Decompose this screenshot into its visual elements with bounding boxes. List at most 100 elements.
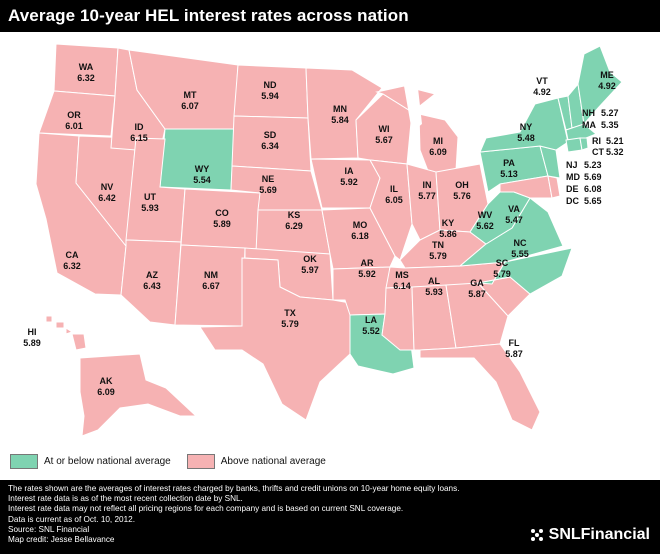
label-wy-name: WY [195, 164, 210, 174]
footer-line-3: Interest rate data may not reflect all p… [8, 504, 404, 514]
label-ne-rate: 5.69 [259, 185, 277, 195]
great-lakes [404, 86, 422, 132]
label-ga-name: GA [470, 278, 484, 288]
map-panel: WA 6.32 OR 6.01 ID 6.15 MT 6.07 WY 5.54 … [0, 32, 660, 480]
label-ne-name: NE [262, 174, 275, 184]
label-tx-name: TX [284, 308, 296, 318]
label-ok-name: OK [303, 254, 317, 264]
label-ms-name: MS [395, 270, 409, 280]
label-md-name: MD [566, 172, 580, 182]
label-tn-rate: 5.79 [429, 251, 447, 261]
label-fl-rate: 5.87 [505, 349, 523, 359]
legend-label-below: At or below national average [44, 455, 171, 467]
label-al-name: AL [428, 276, 440, 286]
brand-text: SNLFinancial [548, 526, 650, 543]
label-nh-name: NH [582, 108, 595, 118]
label-co-rate: 5.89 [213, 219, 231, 229]
legend-swatch-below [10, 453, 38, 469]
label-fl-name: FL [509, 338, 520, 348]
state-hi [45, 315, 87, 351]
label-sc-rate: 5.79 [493, 269, 511, 279]
footer-line-6: Map credit: Jesse Bellavance [8, 535, 115, 545]
label-nj-rate: 5.23 [584, 160, 602, 170]
label-mo-rate: 6.18 [351, 231, 369, 241]
label-mt-rate: 6.07 [181, 101, 199, 111]
state-nc [477, 247, 573, 295]
label-ri-name: RI [592, 136, 601, 146]
footer-line-5: Source: SNL Financial [8, 524, 90, 534]
state-in [406, 163, 441, 241]
title-bar: Average 10-year HEL interest rates acros… [0, 0, 660, 32]
label-tx-rate: 5.79 [281, 319, 299, 329]
legend-item-above: Above national average [186, 453, 326, 469]
snl-logo-icon [530, 529, 543, 541]
label-va-rate: 5.47 [505, 215, 523, 225]
label-va-name: VA [508, 204, 520, 214]
label-ar-name: AR [361, 258, 374, 268]
state-ak [79, 353, 198, 437]
label-in-rate: 5.77 [418, 191, 436, 201]
label-ca-name: CA [66, 250, 79, 260]
label-or-rate: 6.01 [65, 121, 83, 131]
label-nd-name: ND [264, 80, 277, 90]
label-nh-rate: 5.27 [601, 108, 619, 118]
label-wa-name: WA [79, 62, 94, 72]
label-sc-name: SC [496, 258, 509, 268]
label-ks-rate: 6.29 [285, 221, 303, 231]
label-il-rate: 6.05 [385, 195, 403, 205]
label-de-rate: 6.08 [584, 184, 602, 194]
label-oh-rate: 5.76 [453, 191, 471, 201]
label-me-name: ME [600, 70, 614, 80]
label-nd-rate: 5.94 [261, 91, 279, 101]
label-hi-name: HI [28, 327, 37, 337]
label-wv-name: WV [478, 210, 493, 220]
state-ct [565, 137, 583, 153]
footer-notes: The rates shown are the averages of inte… [8, 484, 528, 545]
label-vt-rate: 4.92 [533, 87, 551, 97]
label-mn-rate: 5.84 [331, 115, 349, 125]
footer-line-2: Interest rate data is as of the most rec… [8, 494, 243, 504]
label-wa-rate: 6.32 [77, 73, 95, 83]
label-ny-name: NY [520, 122, 533, 132]
label-tn-name: TN [432, 240, 444, 250]
label-wi-name: WI [379, 124, 390, 134]
label-ak-rate: 6.09 [97, 387, 115, 397]
label-ma-rate: 5.35 [601, 120, 619, 130]
labels: WA 6.32 OR 6.01 ID 6.15 MT 6.07 WY 5.54 … [23, 62, 623, 397]
legend-label-above: Above national average [220, 455, 326, 467]
label-pa-name: PA [503, 158, 515, 168]
label-pa-rate: 5.13 [500, 169, 518, 179]
label-nv-name: NV [101, 182, 114, 192]
label-mi-rate: 6.09 [429, 147, 447, 157]
label-az-rate: 6.43 [143, 281, 161, 291]
legend-item-below: At or below national average [10, 453, 171, 469]
label-ks-name: KS [288, 210, 301, 220]
state-me [577, 45, 623, 126]
label-ky-name: KY [442, 218, 455, 228]
label-vt-name: VT [536, 76, 548, 86]
label-mn-name: MN [333, 104, 347, 114]
label-dc-name: DC [566, 196, 579, 206]
state-ri [579, 137, 589, 151]
label-wv-rate: 5.62 [476, 221, 494, 231]
label-me-rate: 4.92 [598, 81, 616, 91]
label-dc-rate: 5.65 [584, 196, 602, 206]
label-ut-name: UT [144, 192, 156, 202]
label-ma-name: MA [582, 120, 596, 130]
legend: At or below national average Above natio… [10, 452, 326, 470]
state-mi-upper [375, 85, 437, 113]
label-sd-name: SD [264, 130, 277, 140]
label-oh-name: OH [455, 180, 469, 190]
label-il-name: IL [390, 184, 399, 194]
label-la-name: LA [365, 315, 377, 325]
label-az-name: AZ [146, 270, 158, 280]
label-wy-rate: 5.54 [193, 175, 211, 185]
label-nj-name: NJ [566, 160, 578, 170]
label-nc-name: NC [514, 238, 527, 248]
label-id-name: ID [135, 122, 145, 132]
label-md-rate: 5.69 [584, 172, 602, 182]
label-ny-rate: 5.48 [517, 133, 535, 143]
footer-line-4: Data is current as of Oct. 10, 2012. [8, 514, 135, 524]
label-mt-name: MT [184, 90, 197, 100]
